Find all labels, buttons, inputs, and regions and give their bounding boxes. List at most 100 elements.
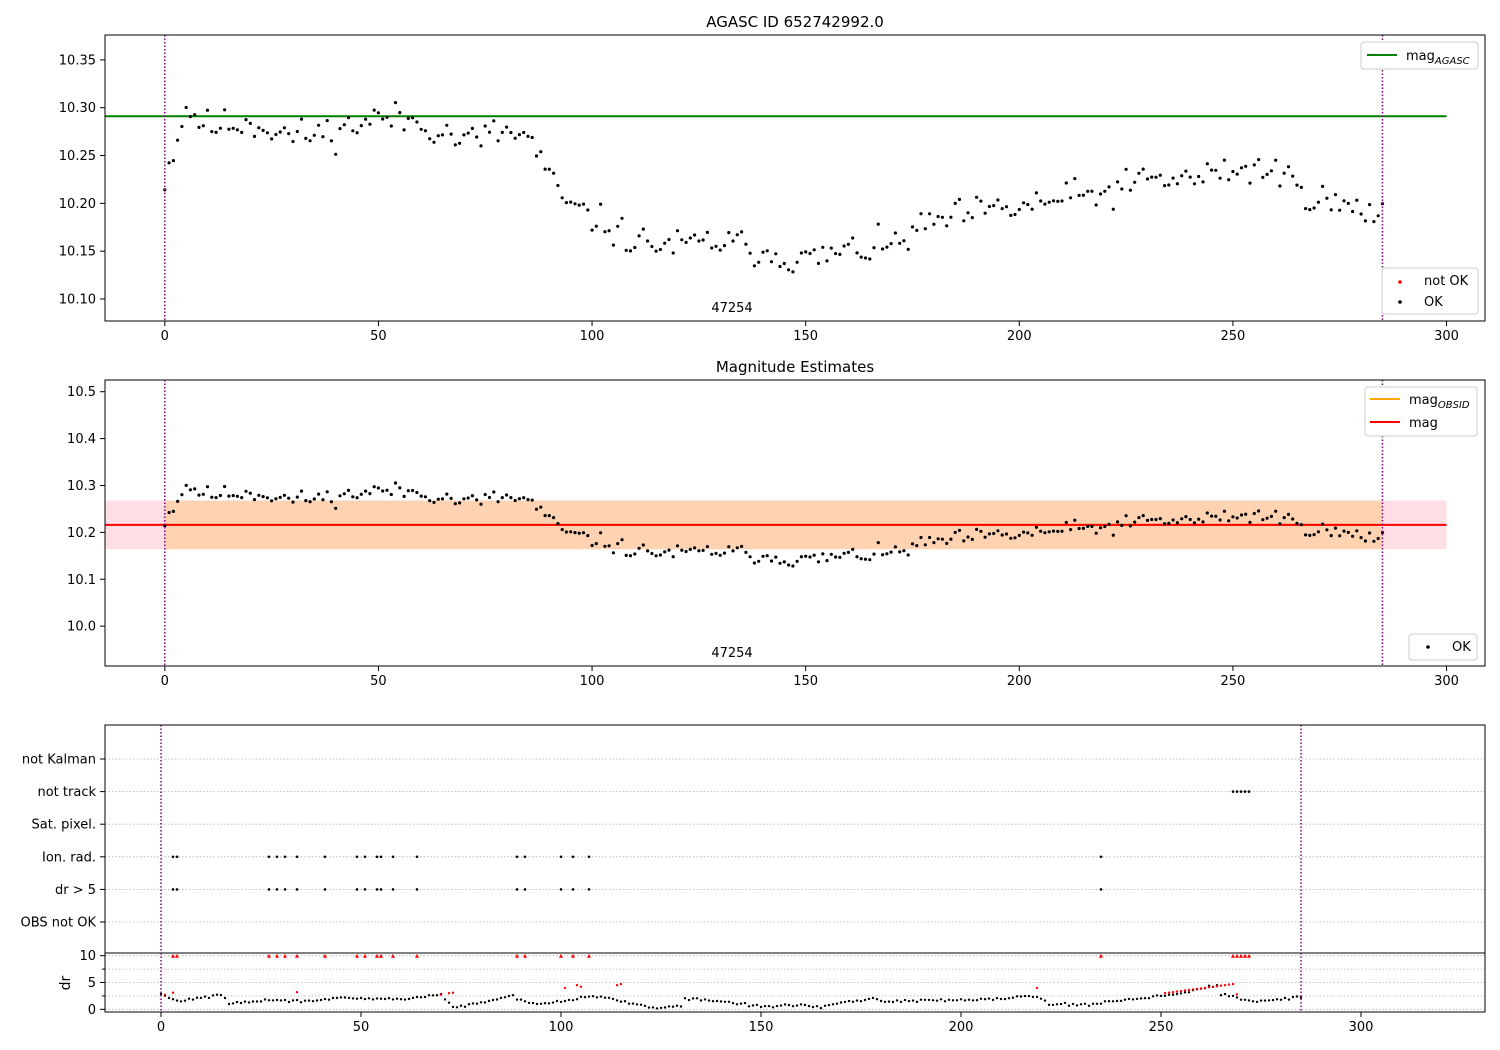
dr-point-ok bbox=[231, 1002, 235, 1005]
dr-point-capped bbox=[275, 953, 279, 958]
data-point-ok bbox=[1282, 171, 1286, 175]
dr-point-capped bbox=[559, 953, 563, 958]
dr-point-not-ok bbox=[1163, 992, 1167, 995]
dr-point-ok bbox=[1123, 998, 1127, 1001]
data-point-ok bbox=[500, 496, 504, 500]
data-point-ok bbox=[1163, 522, 1167, 526]
data-point-ok bbox=[774, 555, 778, 559]
dr-point-ok bbox=[307, 999, 311, 1002]
data-point-ok bbox=[650, 244, 654, 249]
data-point-ok bbox=[1342, 199, 1346, 203]
data-point-ok bbox=[1286, 165, 1291, 169]
data-point-ok bbox=[787, 268, 791, 272]
x-tick-label: 100 bbox=[580, 329, 605, 344]
data-point-ok bbox=[722, 244, 727, 248]
data-point-ok bbox=[1338, 208, 1342, 212]
data-point-ok bbox=[893, 231, 898, 235]
data-point-ok bbox=[569, 200, 573, 204]
data-point-ok bbox=[846, 242, 851, 246]
data-point-ok bbox=[633, 245, 637, 250]
dr-point-ok bbox=[179, 1000, 183, 1003]
data-point-ok bbox=[513, 136, 517, 140]
data-point-ok bbox=[761, 554, 765, 558]
data-point-ok bbox=[1133, 180, 1137, 184]
flag-point bbox=[1099, 855, 1103, 859]
data-point-ok bbox=[718, 248, 722, 252]
dr-point-ok bbox=[931, 999, 935, 1002]
data-point-ok bbox=[821, 552, 825, 556]
data-point-ok bbox=[321, 498, 325, 502]
data-point-ok bbox=[1210, 514, 1214, 518]
data-point-ok bbox=[663, 241, 667, 245]
data-point-ok bbox=[342, 492, 346, 496]
data-point-ok bbox=[932, 541, 936, 545]
flag-point bbox=[375, 888, 379, 891]
data-point-ok bbox=[1304, 533, 1308, 537]
data-point-ok bbox=[748, 555, 752, 559]
data-point-ok bbox=[1051, 199, 1056, 203]
legend-label-ok: OK bbox=[1452, 640, 1471, 655]
dr-point-not-ok bbox=[1215, 985, 1219, 988]
dr-point-ok bbox=[423, 995, 427, 999]
data-point-ok bbox=[620, 216, 624, 220]
data-point-ok bbox=[1261, 175, 1265, 179]
data-point-ok bbox=[680, 238, 684, 242]
data-point-ok bbox=[1004, 205, 1009, 209]
data-point-ok bbox=[769, 559, 774, 563]
dr-point-ok bbox=[659, 1006, 663, 1010]
data-point-ok bbox=[765, 554, 769, 558]
data-point-ok bbox=[505, 493, 509, 497]
dr-point-ok bbox=[563, 999, 567, 1003]
data-point-ok bbox=[906, 247, 910, 251]
x-tick-label: 200 bbox=[1007, 329, 1032, 344]
dr-point-ok bbox=[1035, 995, 1039, 999]
data-point-ok bbox=[423, 129, 427, 133]
data-point-ok bbox=[740, 544, 744, 549]
data-point-ok bbox=[701, 238, 705, 242]
data-point-ok bbox=[522, 496, 526, 500]
data-point-ok bbox=[863, 256, 868, 260]
dr-point-ok bbox=[1155, 994, 1159, 997]
data-point-ok bbox=[603, 544, 607, 548]
data-point-ok bbox=[428, 499, 432, 503]
dr-point-ok bbox=[1071, 1002, 1075, 1006]
dr-point-not-ok bbox=[163, 993, 167, 996]
data-point-ok bbox=[1278, 522, 1282, 526]
data-point-ok bbox=[752, 264, 757, 268]
dr-point-ok bbox=[1151, 995, 1155, 998]
dr-point-ok bbox=[239, 1001, 243, 1005]
data-point-ok bbox=[517, 133, 522, 137]
x-tick-label: 200 bbox=[949, 1020, 974, 1035]
dr-point-ok bbox=[1243, 998, 1247, 1001]
data-point-ok bbox=[560, 528, 564, 532]
data-point-ok bbox=[1086, 524, 1090, 529]
data-point-ok bbox=[975, 527, 979, 532]
dr-point-ok bbox=[847, 999, 851, 1003]
flag-point bbox=[379, 888, 383, 891]
data-point-ok bbox=[1030, 207, 1034, 211]
dr-point-ok bbox=[435, 994, 439, 997]
dr-point-ok bbox=[451, 1005, 455, 1009]
data-point-ok bbox=[808, 251, 812, 256]
dr-point-not-ok bbox=[1187, 988, 1191, 992]
dr-point-ok bbox=[679, 1005, 683, 1008]
dr-point-ok bbox=[547, 1002, 551, 1005]
flag-point bbox=[1231, 790, 1235, 793]
dr-point-ok bbox=[211, 994, 215, 997]
data-point-ok bbox=[859, 255, 863, 259]
flag-point bbox=[1239, 790, 1243, 793]
data-point-ok bbox=[376, 486, 380, 490]
data-point-ok bbox=[936, 537, 940, 541]
flag-row-label: not Kalman bbox=[22, 753, 96, 768]
data-point-ok bbox=[368, 492, 372, 496]
data-point-ok bbox=[804, 250, 808, 254]
data-point-ok bbox=[1116, 520, 1120, 524]
dr-point-ok bbox=[779, 1004, 783, 1007]
dr-point-ok bbox=[363, 997, 367, 1001]
dr-point-not-ok bbox=[1195, 987, 1199, 991]
dr-point-ok bbox=[1175, 992, 1179, 996]
data-point-ok bbox=[1022, 530, 1026, 534]
data-point-ok bbox=[210, 495, 214, 499]
dr-point-ok bbox=[291, 999, 295, 1002]
data-point-ok bbox=[1205, 162, 1209, 166]
